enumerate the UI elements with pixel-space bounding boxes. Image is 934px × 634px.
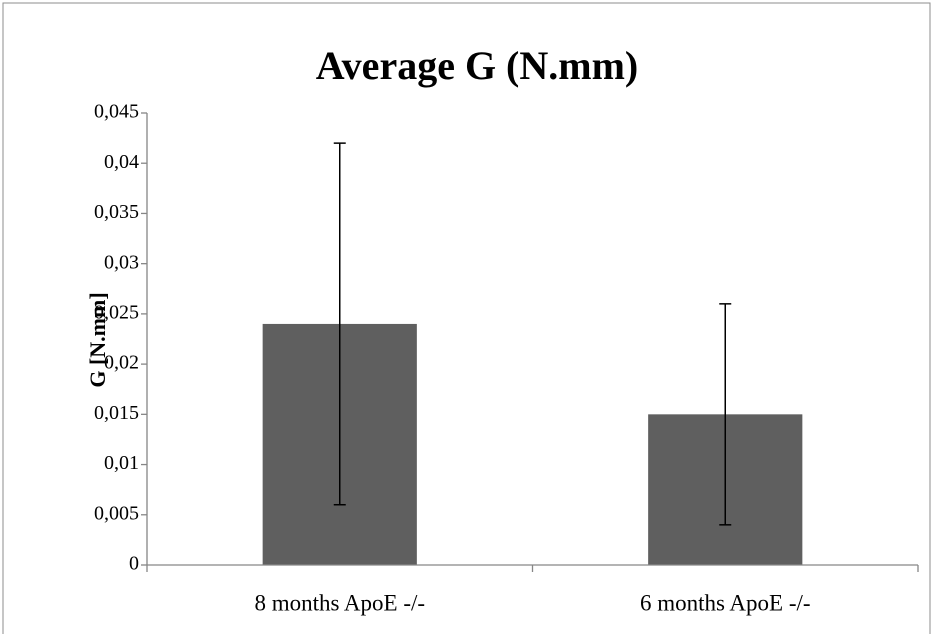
y-axis-label: G [N.mm] — [85, 292, 110, 387]
x-tick-label: 8 months ApoE -/- — [254, 590, 425, 615]
y-tick-label: 0,02 — [104, 352, 139, 374]
y-tick-label: 0 — [129, 553, 139, 575]
error-bar — [719, 303, 732, 526]
error-bar — [333, 142, 346, 506]
y-tick-label: 0,035 — [94, 201, 139, 223]
y-tick-label: 0,015 — [94, 402, 139, 424]
y-tick-label: 0,005 — [94, 502, 139, 524]
y-tick-label: 0,01 — [104, 452, 139, 474]
y-tick-label: 0,045 — [94, 101, 139, 123]
y-tick-label: 0,04 — [104, 151, 139, 173]
x-tick-label: 6 months ApoE -/- — [640, 590, 811, 615]
chart-title: Average G (N.mm) — [316, 43, 638, 88]
y-tick-label: 0,025 — [94, 301, 139, 323]
y-tick-label: 0,03 — [104, 251, 139, 273]
